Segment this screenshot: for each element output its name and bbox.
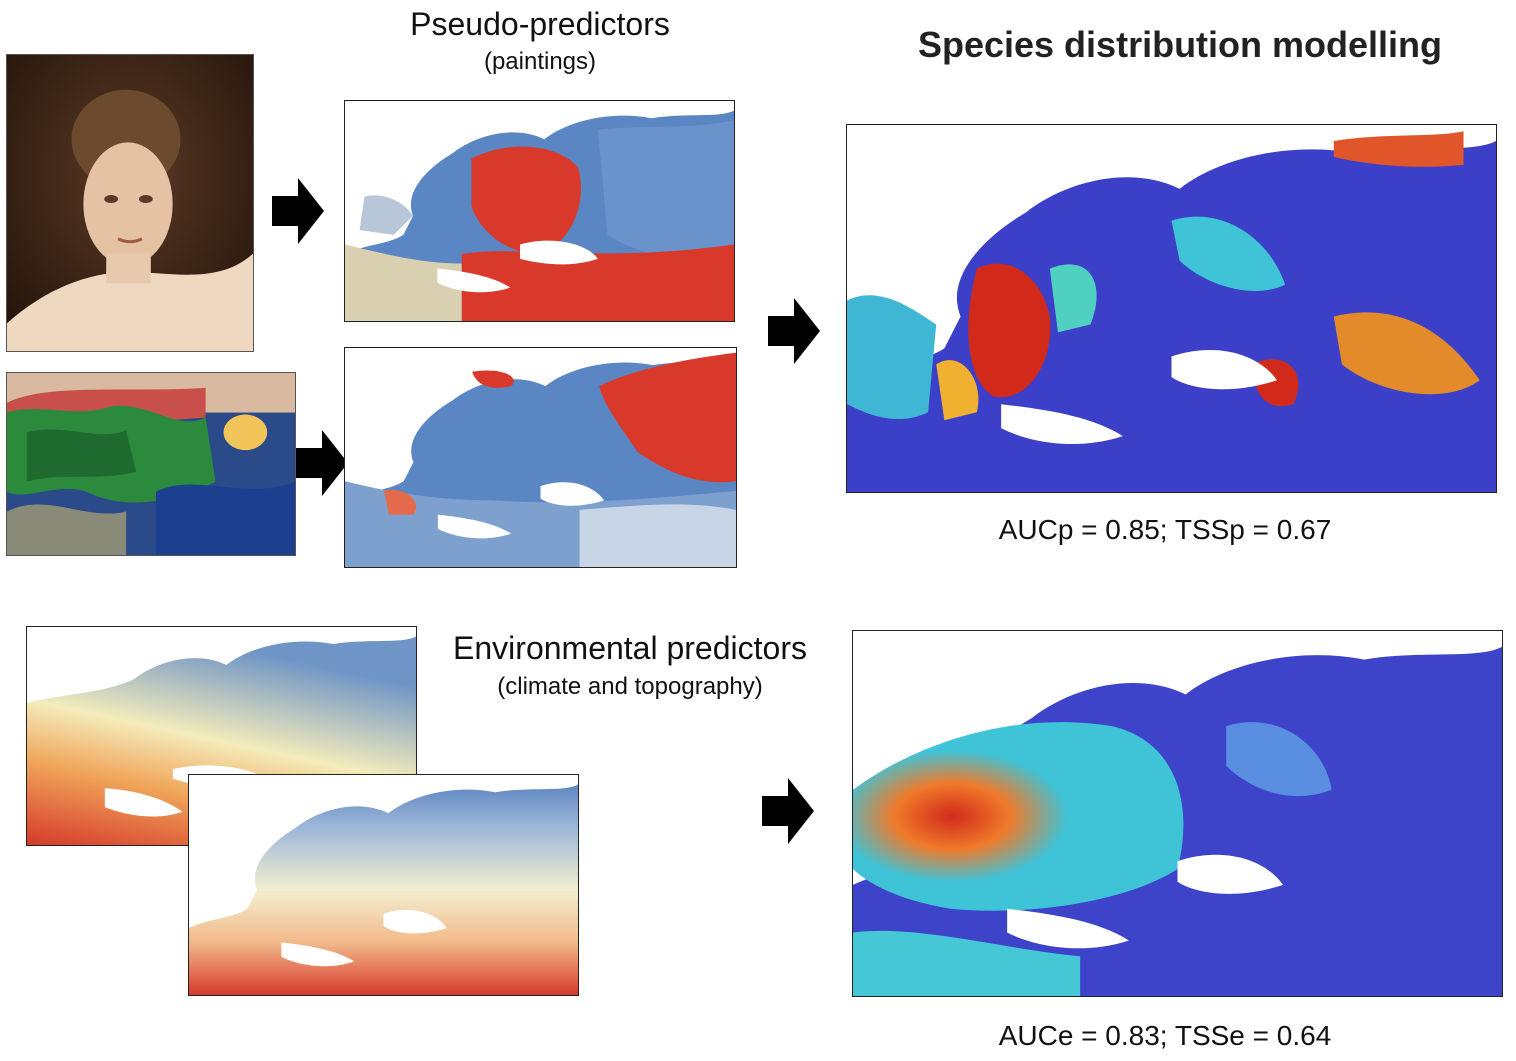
arrow-right-icon	[296, 430, 348, 496]
arrow-right-icon	[762, 778, 814, 844]
environmental-predictor-map-topography	[188, 774, 579, 996]
sdm-title: Species distribution modelling	[917, 24, 1443, 65]
painting-landscape	[6, 372, 296, 556]
pseudo-predictors-subtitle: (paintings)	[483, 48, 597, 75]
environmental-predictors-subtitle: (climate and topography)	[497, 673, 763, 700]
metric-paintings: AUCp = 0.85; TSSp = 0.67	[998, 514, 1332, 545]
sdm-map-environment	[852, 630, 1503, 997]
pseudo-predictor-map-landscape	[344, 347, 737, 568]
metric-environment: AUCe = 0.83; TSSe = 0.64	[998, 1020, 1332, 1051]
painting-portrait	[6, 54, 254, 352]
arrow-right-icon	[768, 298, 820, 364]
arrow-right-icon	[272, 178, 324, 244]
pseudo-predictor-map-portrait	[344, 100, 735, 322]
environmental-predictors-title: Environmental predictors	[453, 630, 807, 666]
pseudo-predictors-title: Pseudo-predictors	[410, 6, 670, 42]
sdm-map-paintings	[846, 124, 1497, 493]
